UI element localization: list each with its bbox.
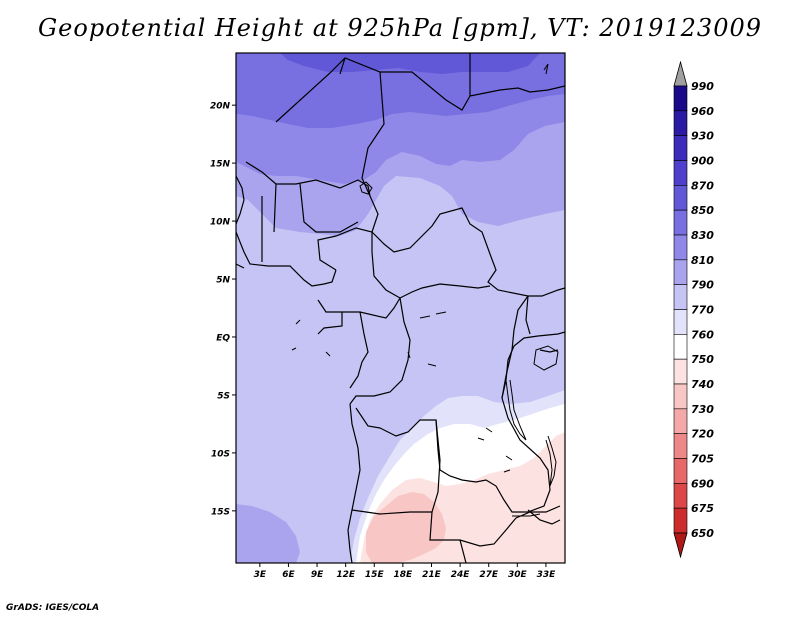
legend-swatch — [673, 234, 688, 261]
legend-swatch — [673, 433, 688, 459]
legend-swatch — [673, 483, 688, 509]
east-africa-borders — [501, 295, 565, 525]
legend-level-label: 720 — [691, 428, 714, 441]
legend-swatch — [673, 259, 688, 285]
grads-credit: GrADS: IGES/COLA — [6, 603, 100, 613]
lat-label: 10S — [211, 449, 230, 459]
legend-swatch — [673, 110, 688, 136]
legend-bottom-arrow — [673, 532, 688, 559]
legend-swatch — [673, 458, 688, 484]
legend-swatch — [673, 507, 688, 534]
sahel-borders — [245, 161, 379, 262]
legend-level-label: 810 — [691, 254, 714, 267]
lon-label: 12E — [336, 570, 356, 580]
latitude-axis: 20N 15N 10N 5N EQ 5S 10S 15S — [210, 102, 236, 517]
lat-label: 10N — [210, 218, 231, 228]
lon-label: 9E — [311, 570, 324, 580]
longitude-axis: 3E 6E 9E 12E 15E 18E 21E 24E 27E 30E 33E — [254, 563, 556, 580]
northern-borders — [275, 53, 565, 197]
lon-label: 15E — [365, 570, 385, 580]
lat-label: 15N — [210, 160, 231, 170]
legend-level-label: 675 — [691, 502, 714, 515]
legend-level-label: 730 — [691, 403, 714, 416]
legend-swatch — [673, 358, 688, 385]
lat-label: EQ — [216, 333, 230, 343]
color-legend: 990 960 930 900 870 850 830 810 790 770 760 750 740 7… — [673, 60, 714, 559]
legend-level-label: 705 — [691, 453, 714, 466]
lat-label: 20N — [210, 102, 231, 112]
legend-level-label: 960 — [691, 105, 714, 118]
lon-label: 3E — [254, 570, 267, 580]
legend-swatch — [673, 185, 688, 211]
legend-level-label: 690 — [691, 477, 714, 490]
country-borders — [236, 53, 565, 563]
legend-swatch — [673, 85, 688, 112]
island-marks — [291, 63, 549, 517]
lon-label: 21E — [422, 570, 442, 580]
legend-top-arrow — [673, 60, 688, 87]
lake-victoria — [533, 345, 559, 371]
legend-swatch — [673, 209, 688, 236]
field-810-southwest — [236, 504, 300, 563]
legend-level-label: 930 — [691, 130, 714, 143]
legend-level-label: 770 — [691, 304, 714, 317]
legend-level-label: 650 — [691, 527, 714, 540]
height-field — [236, 53, 565, 563]
lon-label: 24E — [451, 570, 471, 580]
lon-label: 6E — [282, 570, 295, 580]
lat-label: 15S — [211, 507, 230, 517]
legend-swatch — [673, 408, 688, 434]
west-africa-coast — [236, 175, 337, 287]
field-740 — [366, 492, 446, 563]
legend-level-label: 900 — [691, 155, 714, 168]
lon-label: 33E — [537, 570, 557, 580]
legend-level-label: 850 — [691, 204, 714, 217]
legend-level-label: 750 — [691, 353, 714, 366]
lake-tanganyika — [505, 379, 527, 441]
lon-label: 18E — [394, 570, 414, 580]
gabon-congo-borders — [317, 297, 401, 389]
legend-level-label: 760 — [691, 328, 714, 341]
map-title: Geopotential Height at 925hPa [gpm], VT:… — [38, 14, 762, 42]
legend-swatch — [673, 383, 688, 410]
legend-swatch — [673, 160, 688, 186]
legend-swatch — [673, 334, 688, 360]
lat-label: 5S — [217, 391, 230, 401]
legend-level-label: 870 — [691, 179, 714, 192]
lake-malawi — [545, 435, 557, 487]
legend-swatch — [673, 284, 688, 310]
legend-swatch — [673, 135, 688, 161]
legend-level-label: 990 — [691, 80, 714, 93]
legend-level-label: 740 — [691, 378, 714, 391]
legend-level-label: 790 — [691, 279, 714, 292]
map-frame — [235, 52, 566, 564]
legend-level-label: 830 — [691, 229, 714, 242]
legend-swatch — [673, 309, 688, 335]
lat-label: 5N — [216, 276, 230, 286]
angola-southern-borders — [347, 403, 561, 563]
lon-label: 27E — [479, 570, 499, 580]
central-africa-borders — [317, 207, 565, 299]
lon-label: 30E — [508, 570, 528, 580]
lake-chad — [359, 181, 373, 195]
